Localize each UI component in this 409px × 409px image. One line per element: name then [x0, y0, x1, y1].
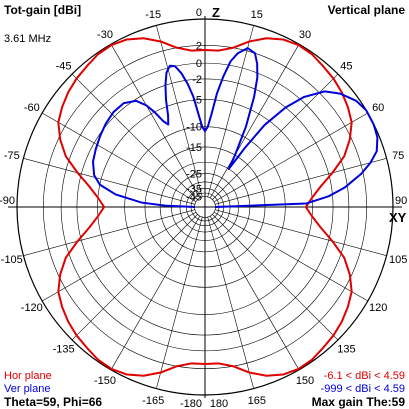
radial-tick-label: 0 — [196, 58, 202, 70]
grid-spoke — [209, 215, 300, 370]
angle-label: -90 — [0, 195, 15, 207]
radial-tick-label: -5 — [192, 95, 202, 107]
angle-labels: 0 15 30 45 60 75 90 105 120 135 150 165 180 -15 -30 -45… — [0, 7, 407, 409]
plane-label: Vertical plane — [328, 3, 406, 17]
grid-spokes — [8, 16, 402, 398]
angle-label: 135 — [337, 343, 355, 355]
radial-tick-label: -2 — [192, 74, 202, 86]
grid-spoke — [212, 214, 339, 341]
angle-label: 15 — [251, 9, 263, 21]
angle-label: -105 — [1, 254, 23, 266]
grid-spoke — [156, 217, 203, 389]
grid-spoke — [71, 73, 198, 200]
angle-label: -180 — [180, 398, 202, 409]
grid-spoke — [110, 215, 201, 370]
grid-spoke — [42, 112, 197, 203]
angle-label: 90 — [395, 195, 407, 207]
grid-spoke — [207, 217, 254, 389]
grid-spoke — [156, 25, 203, 197]
legend-ver-plane: Ver plane — [4, 383, 50, 395]
radial-tick-label: -45 — [186, 192, 202, 204]
angle-label: 60 — [372, 102, 384, 114]
angle-label: 150 — [296, 375, 314, 387]
axis-word-xy: XY — [389, 210, 407, 225]
max-gain-readout: Max gain The:59 — [312, 395, 406, 409]
radial-tick-label: -35 — [186, 183, 202, 195]
angle-label: -30 — [97, 29, 113, 41]
angle-label: 75 — [392, 150, 404, 162]
grid-spoke — [110, 44, 201, 199]
grid-spoke — [215, 158, 387, 205]
radial-tick-label: -10 — [186, 122, 202, 134]
radial-tick-label: -25 — [186, 169, 202, 181]
legend-hor-plane: Hor plane — [4, 370, 52, 382]
frequency-label: 3.61 MHz — [4, 33, 51, 45]
angle-label: 0 — [196, 7, 202, 19]
series-ver-plane-curve — [91, 47, 379, 208]
theta-phi-readout: Theta=59, Phi=66 — [4, 395, 102, 409]
angle-label: 165 — [248, 395, 266, 407]
grid-spoke — [71, 214, 198, 341]
grid-spoke — [42, 211, 197, 302]
grid-spoke — [23, 209, 195, 256]
angle-label: -150 — [94, 375, 116, 387]
grid-spoke — [209, 44, 300, 199]
angle-label: 120 — [369, 302, 387, 314]
angle-label: -135 — [53, 343, 75, 355]
grid-spoke — [23, 158, 195, 205]
grid-spoke — [212, 73, 339, 200]
angle-label: -45 — [56, 61, 72, 73]
range-ver-plane: -999 < dBi < 4.59 — [321, 383, 405, 395]
range-hor-plane: -6.1 < dBi < 4.59 — [324, 370, 405, 382]
angle-label: 180 — [210, 398, 228, 409]
grid-spoke — [207, 25, 254, 197]
angle-label: -15 — [145, 9, 161, 21]
angle-label: -165 — [142, 395, 164, 407]
axis-word-z: Z — [212, 5, 220, 20]
radial-tick-label: 2 — [196, 40, 202, 52]
grid-spoke — [213, 112, 368, 203]
angle-label: 30 — [299, 29, 311, 41]
series-hor-plane-curve — [57, 37, 353, 377]
angle-label: -60 — [24, 102, 40, 114]
series-layer — [57, 37, 379, 377]
radial-tick-label: -15 — [186, 142, 202, 154]
angle-label: -75 — [4, 150, 20, 162]
radial-tick-labels: 2 0 -2 -5 -10 -15 -25 -35-45 — [186, 40, 202, 203]
angle-label: -120 — [21, 302, 43, 314]
grid-spoke — [213, 211, 368, 302]
angle-label: 105 — [389, 254, 407, 266]
angle-label: 45 — [340, 61, 352, 73]
grid-spoke — [215, 209, 387, 256]
chart-title: Tot-gain [dBi] — [4, 3, 81, 17]
